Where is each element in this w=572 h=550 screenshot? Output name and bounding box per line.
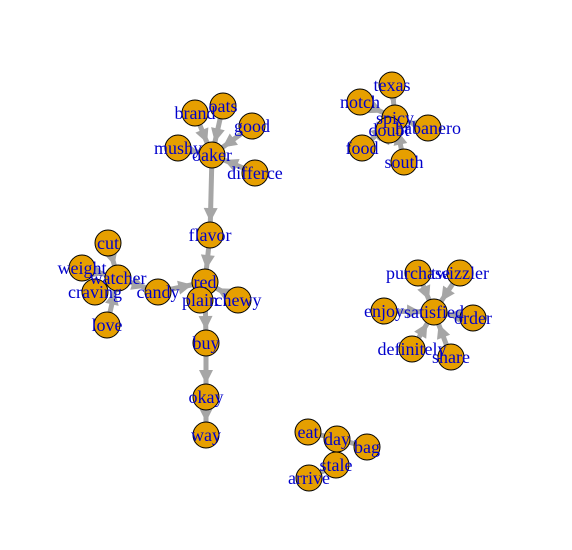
node-arrive bbox=[295, 464, 323, 492]
edge-arrowhead-share-satisfied bbox=[436, 324, 451, 340]
node-label-bag: bag bbox=[354, 437, 380, 457]
node-candy bbox=[144, 278, 172, 306]
node-label-quaker: oaker bbox=[192, 145, 232, 165]
node-layer bbox=[68, 71, 487, 492]
node-order bbox=[459, 304, 487, 332]
node-habanero bbox=[414, 114, 442, 142]
node-label-day: day bbox=[324, 429, 350, 449]
node-label-satisfied: satisfied bbox=[404, 302, 464, 322]
node-label-candy: candy bbox=[137, 282, 180, 302]
node-label-twizzler: twizzler bbox=[431, 263, 489, 283]
node-label-chewy: chewy bbox=[215, 290, 262, 310]
node-flavor bbox=[196, 221, 224, 249]
node-label-love: love bbox=[92, 315, 123, 335]
node-label-texas: texas bbox=[374, 75, 411, 95]
node-mushy bbox=[164, 134, 192, 162]
node-quaker bbox=[198, 141, 226, 169]
node-plain bbox=[186, 286, 214, 314]
edge-arrowhead-notch-spicy bbox=[367, 100, 384, 114]
node-label-weight: weight bbox=[58, 258, 107, 278]
node-enjoy bbox=[370, 297, 398, 325]
node-label-okay: okay bbox=[189, 387, 224, 407]
edge-arrowhead-enjoy-satisfied bbox=[406, 304, 422, 319]
node-doubt bbox=[375, 116, 403, 144]
edge-arrowhead-oats-quaker bbox=[211, 127, 225, 143]
edge-arrowhead-definitely-satisfied bbox=[414, 323, 428, 339]
node-label-south: south bbox=[384, 152, 423, 172]
node-label-definitely: definitely bbox=[378, 339, 447, 359]
node-definitely bbox=[398, 335, 426, 363]
node-share bbox=[437, 343, 465, 371]
node-label-spicy: spicy bbox=[376, 108, 414, 128]
edge-arrowhead-difference-quaker bbox=[223, 158, 240, 172]
edge-arrowhead-buy-okay bbox=[199, 370, 213, 384]
edge-arrowhead-order-satisfied bbox=[446, 309, 462, 324]
node-label-enjoy: enjoy bbox=[364, 301, 404, 321]
node-notch bbox=[346, 88, 374, 116]
edge-arrowhead-brand-quaker bbox=[195, 127, 209, 143]
node-way bbox=[192, 421, 220, 449]
node-craving bbox=[81, 278, 109, 306]
node-label-buy: buy bbox=[193, 333, 220, 353]
edge-arrowhead-quaker-flavor bbox=[203, 207, 218, 223]
node-texas bbox=[378, 71, 406, 99]
edge-arrowhead-candy-red bbox=[177, 280, 193, 295]
node-label-difference: differce bbox=[227, 163, 283, 183]
node-label-good: good bbox=[234, 116, 270, 136]
node-label-flavor: flavor bbox=[189, 225, 232, 245]
edge-arrowhead-good-quaker bbox=[222, 133, 238, 148]
node-label-stale: stale bbox=[320, 455, 353, 475]
node-love bbox=[93, 311, 121, 339]
node-label-notch: notch bbox=[340, 92, 380, 112]
node-purchase bbox=[404, 259, 432, 287]
edge-arrowhead-flavor-red bbox=[200, 254, 215, 270]
node-label-purchase: purchase bbox=[386, 263, 450, 283]
node-twizzler bbox=[446, 259, 474, 287]
node-brand bbox=[181, 99, 209, 127]
node-label-cut: cut bbox=[97, 233, 119, 253]
node-label-share: share bbox=[432, 347, 470, 367]
edge-arrowhead-love-watcher bbox=[105, 290, 119, 306]
edge-arrowhead-purchase-satisfied bbox=[417, 284, 431, 300]
node-label-habanero: habanero bbox=[395, 118, 461, 138]
node-eat bbox=[294, 418, 322, 446]
node-label-mushy: mushy bbox=[154, 138, 202, 158]
edge-arrowhead-watcher-candy bbox=[130, 276, 146, 290]
edge-arrowhead-okay-way bbox=[199, 408, 213, 422]
node-watcher bbox=[104, 264, 132, 292]
node-difference bbox=[241, 159, 269, 187]
node-label-way: way bbox=[191, 425, 221, 445]
node-label-eat: eat bbox=[298, 422, 319, 442]
node-weight bbox=[68, 254, 96, 282]
node-label-food: food bbox=[346, 138, 379, 158]
node-label-arrive: arrive bbox=[288, 468, 330, 488]
node-bag bbox=[353, 433, 381, 461]
edge-arrowhead-twizzler-satisfied bbox=[441, 285, 455, 302]
edge-arrowhead-red-buy bbox=[198, 315, 213, 331]
node-label-oats: oats bbox=[209, 96, 238, 116]
node-buy bbox=[192, 329, 220, 357]
node-label-order: order bbox=[454, 308, 492, 328]
node-label-plain: plain bbox=[182, 290, 218, 310]
node-label-doubt: doubt bbox=[368, 120, 409, 140]
node-label-brand: brand bbox=[175, 103, 216, 123]
node-chewy bbox=[224, 286, 252, 314]
node-cut bbox=[94, 229, 122, 257]
node-label-craving: craving bbox=[68, 282, 122, 302]
node-label-watcher: watcher bbox=[90, 268, 147, 288]
node-food bbox=[348, 134, 376, 162]
node-good bbox=[238, 112, 266, 140]
node-south bbox=[390, 148, 418, 176]
node-oats bbox=[209, 92, 237, 120]
node-okay bbox=[192, 383, 220, 411]
node-label-red: red bbox=[194, 272, 217, 292]
node-stale bbox=[322, 451, 350, 479]
node-satisfied bbox=[420, 298, 448, 326]
